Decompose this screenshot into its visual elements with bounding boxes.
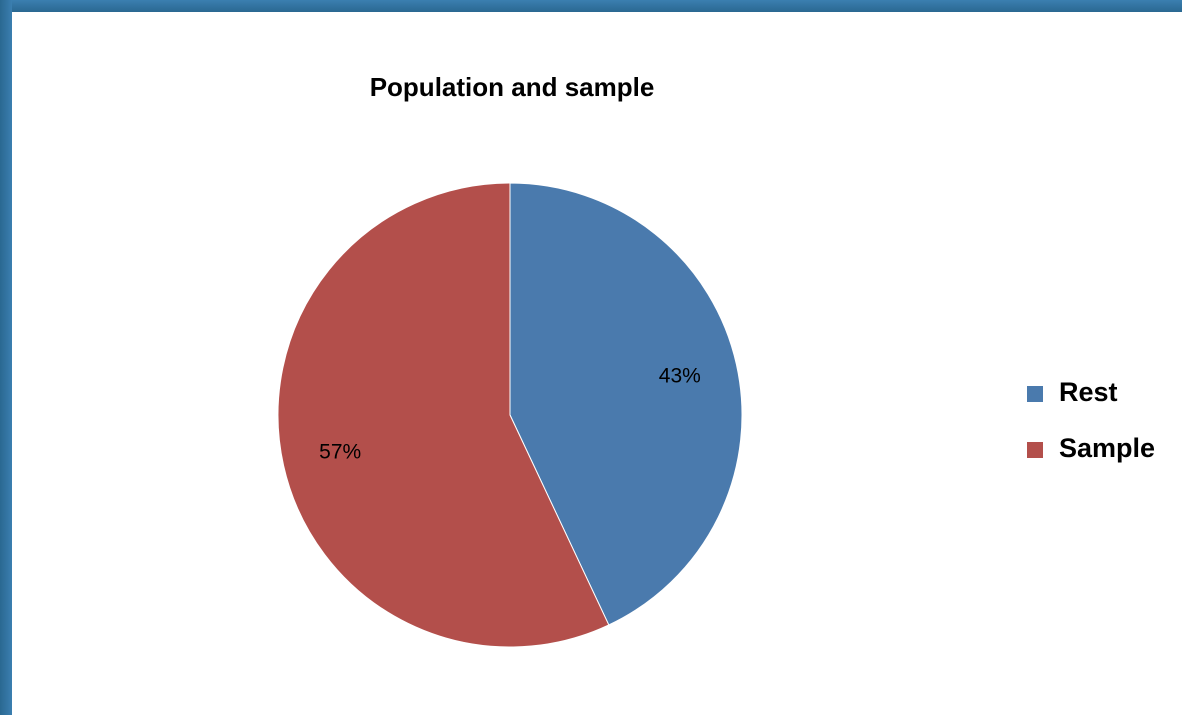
pie-slice-sample [277, 182, 610, 648]
chart-title: Population and sample [369, 72, 655, 102]
legend-item-sample: Sample [1027, 420, 1155, 476]
legend-label-rest: Rest [1059, 376, 1118, 407]
chart-area: Population and sample 43% 57% Rest Sample [12, 12, 1182, 715]
legend-item-rest: Rest [1027, 364, 1155, 420]
data-label-rest: 43% [659, 365, 701, 388]
pie-chart: 43% 57% [277, 182, 743, 648]
data-label-sample: 57% [319, 441, 361, 464]
window-frame-top [0, 0, 1182, 12]
window-frame-left [0, 0, 12, 715]
pie-slice-rest [509, 182, 743, 626]
legend-label-sample: Sample [1059, 432, 1156, 463]
legend: Rest Sample [1027, 364, 1155, 476]
legend-swatch-sample [1027, 442, 1043, 458]
legend-swatch-rest [1027, 386, 1043, 402]
